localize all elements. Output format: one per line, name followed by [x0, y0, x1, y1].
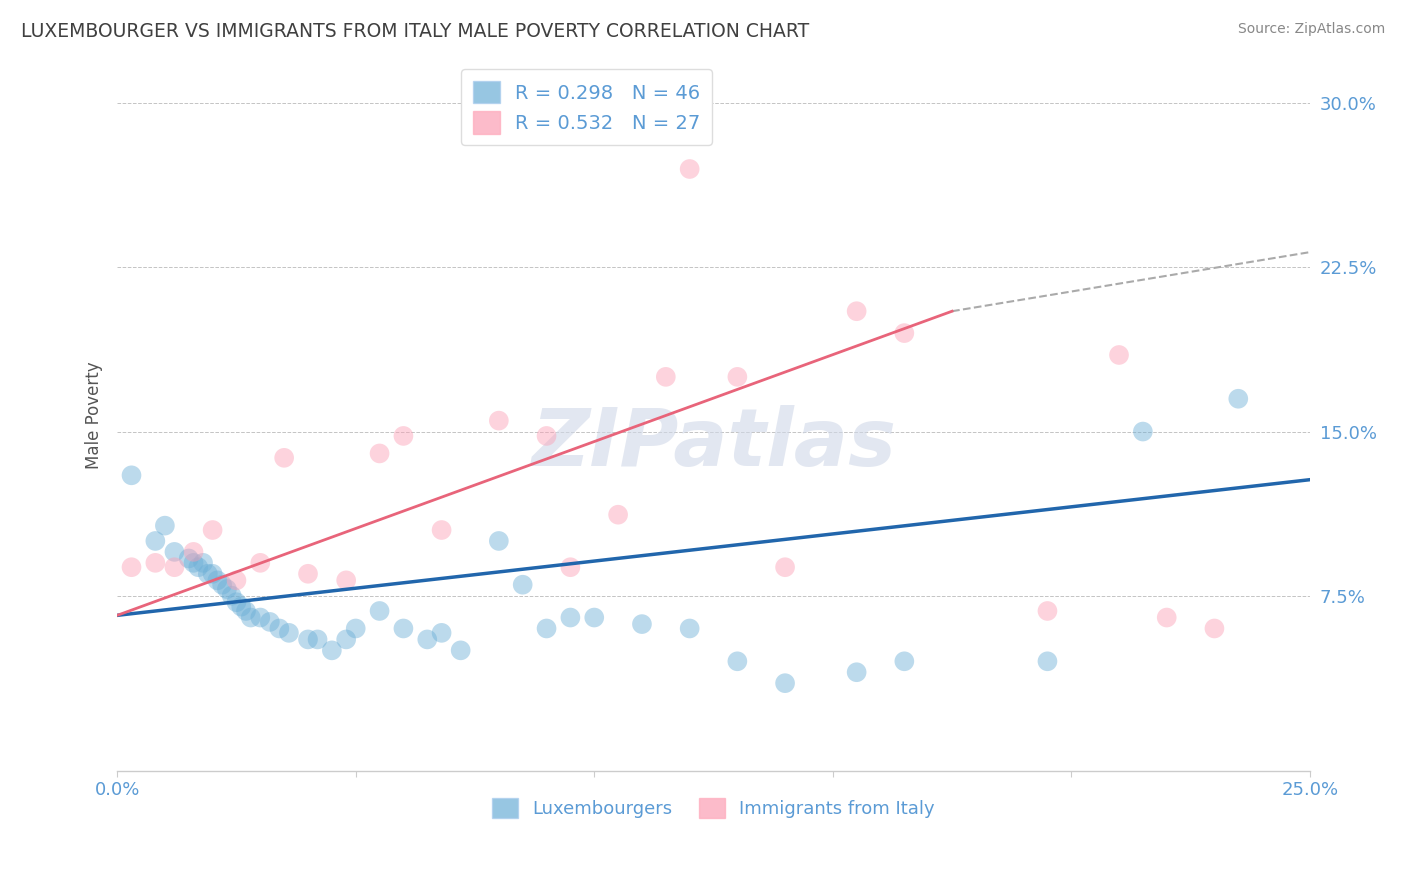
Point — [536, 429, 558, 443]
Point — [187, 560, 209, 574]
Point — [1227, 392, 1250, 406]
Point — [583, 610, 606, 624]
Point — [344, 622, 367, 636]
Point — [893, 654, 915, 668]
Point — [1108, 348, 1130, 362]
Point — [335, 632, 357, 647]
Point — [273, 450, 295, 465]
Point — [239, 610, 262, 624]
Text: ZIPatlas: ZIPatlas — [531, 405, 896, 483]
Point — [430, 523, 453, 537]
Point — [1036, 604, 1059, 618]
Point — [121, 560, 143, 574]
Point — [231, 599, 253, 614]
Point — [845, 304, 868, 318]
Point — [536, 622, 558, 636]
Point — [631, 617, 654, 632]
Point — [143, 556, 166, 570]
Point — [392, 429, 415, 443]
Point — [1036, 654, 1059, 668]
Point — [368, 446, 391, 460]
Point — [773, 560, 796, 574]
Point — [249, 556, 271, 570]
Point — [269, 622, 291, 636]
Point — [773, 676, 796, 690]
Point — [307, 632, 329, 647]
Point — [207, 574, 229, 588]
Point — [249, 610, 271, 624]
Legend: Luxembourgers, Immigrants from Italy: Luxembourgers, Immigrants from Italy — [485, 790, 942, 826]
Point — [392, 622, 415, 636]
Point — [1156, 610, 1178, 624]
Point — [201, 566, 224, 581]
Point — [183, 556, 205, 570]
Point — [321, 643, 343, 657]
Point — [121, 468, 143, 483]
Point — [211, 578, 233, 592]
Text: Source: ZipAtlas.com: Source: ZipAtlas.com — [1237, 22, 1385, 37]
Point — [197, 566, 219, 581]
Point — [235, 604, 257, 618]
Point — [560, 560, 582, 574]
Point — [163, 560, 186, 574]
Point — [335, 574, 357, 588]
Point — [221, 589, 243, 603]
Point — [488, 414, 510, 428]
Point — [430, 625, 453, 640]
Point — [679, 622, 702, 636]
Point — [725, 654, 748, 668]
Point — [297, 566, 319, 581]
Point — [215, 582, 238, 596]
Point — [607, 508, 630, 522]
Point — [725, 369, 748, 384]
Point — [845, 665, 868, 680]
Y-axis label: Male Poverty: Male Poverty — [86, 361, 103, 469]
Point — [512, 578, 534, 592]
Point — [163, 545, 186, 559]
Point — [225, 574, 247, 588]
Point — [143, 533, 166, 548]
Point — [177, 551, 200, 566]
Point — [560, 610, 582, 624]
Point — [277, 625, 299, 640]
Point — [679, 161, 702, 176]
Point — [1132, 425, 1154, 439]
Point — [655, 369, 678, 384]
Point — [297, 632, 319, 647]
Point — [893, 326, 915, 340]
Point — [225, 595, 247, 609]
Point — [488, 533, 510, 548]
Point — [416, 632, 439, 647]
Point — [183, 545, 205, 559]
Point — [368, 604, 391, 618]
Point — [259, 615, 281, 629]
Point — [450, 643, 472, 657]
Point — [1204, 622, 1226, 636]
Point — [191, 556, 214, 570]
Text: LUXEMBOURGER VS IMMIGRANTS FROM ITALY MALE POVERTY CORRELATION CHART: LUXEMBOURGER VS IMMIGRANTS FROM ITALY MA… — [21, 22, 810, 41]
Point — [153, 518, 176, 533]
Point — [201, 523, 224, 537]
